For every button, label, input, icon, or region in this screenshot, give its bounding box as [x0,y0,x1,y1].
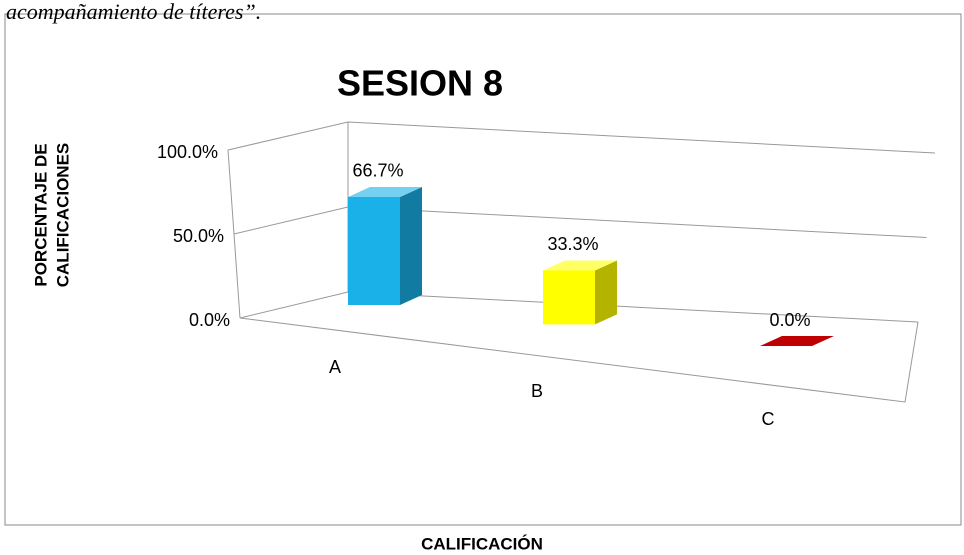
data-label: 0.0% [769,310,810,330]
bar-top [543,260,617,271]
chart-border [4,13,962,526]
grid-line [233,206,927,238]
grid-line [227,121,936,154]
y-axis-label: PORCENTAJE DE CALIFICACIONES [31,143,72,288]
x-axis-label: CALIFICACIÓN [421,534,543,553]
bar-side [400,186,422,305]
chart-title: SESION 8 [337,63,503,104]
y-tick-label: 0.0% [189,310,230,330]
y-axis-label-line: PORCENTAJE DE [31,143,50,286]
floor-edge [239,317,919,403]
data-label: 33.3% [547,234,598,254]
x-tick-label: A [329,357,341,377]
data-label: 66.7% [352,161,403,181]
bar [543,270,595,325]
y-tick-label: 100.0% [157,142,218,162]
bar [348,196,400,305]
y-axis-label-line: CALIFICACIONES [53,143,72,288]
x-tick-label: C [762,409,775,429]
bar-top [348,186,422,197]
caption: acompañamiento de títeres”. [6,0,261,24]
bar-top [760,336,834,347]
x-tick-label: B [531,381,543,401]
y-tick-label: 50.0% [173,226,224,246]
bar-side [595,260,617,325]
